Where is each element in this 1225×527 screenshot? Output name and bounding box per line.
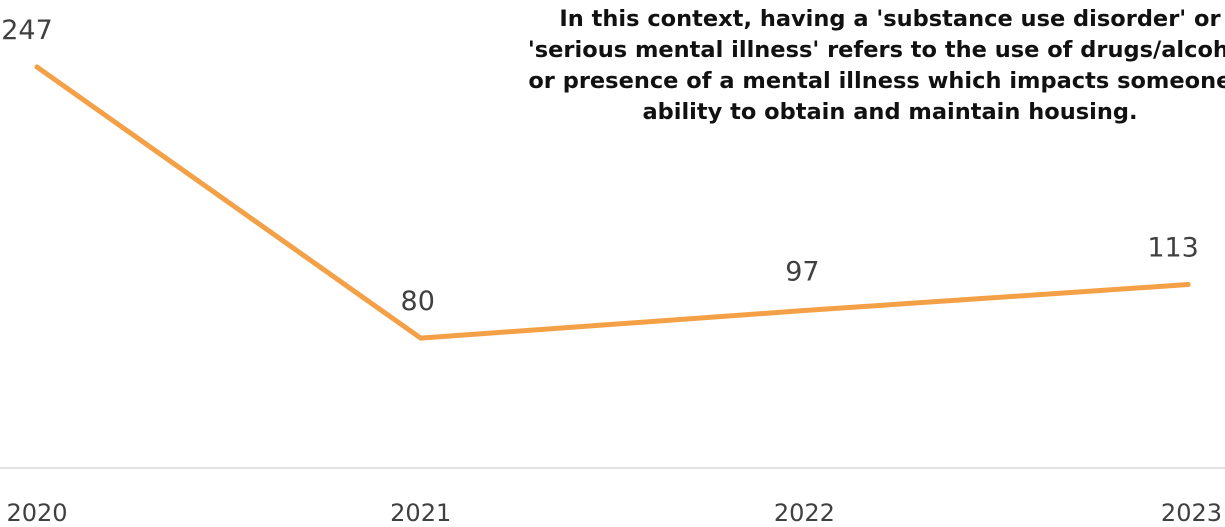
x-tick-label-2023: 2023 [1161, 499, 1222, 527]
data-labels: 247 80 97 113 [1, 15, 1199, 317]
x-tick-label-2022: 2022 [774, 499, 835, 527]
series-layer [34, 64, 1191, 341]
x-tick-label-2021: 2021 [390, 499, 451, 527]
data-label-2022: 97 [785, 257, 819, 288]
annotation-line-3: or presence of a mental illness which im… [528, 68, 1225, 94]
annotation-line-2: 'serious mental illness' refers to the u… [527, 37, 1225, 63]
x-axis-tick-labels: 2020 2021 2022 2023 [6, 499, 1222, 527]
series-line [34, 64, 1191, 341]
annotation-text: In this context, having a 'substance use… [500, 4, 1225, 128]
data-point-2023 [1185, 282, 1191, 288]
data-label-2021: 80 [401, 286, 435, 317]
data-point-2020 [34, 64, 40, 70]
x-tick-label-2020: 2020 [6, 499, 67, 527]
data-label-2020: 247 [1, 15, 53, 46]
data-point-2021 [418, 335, 424, 341]
annotation-line-1: In this context, having a 'substance use… [559, 6, 1221, 32]
annotation-line-4: ability to obtain and maintain housing. [642, 99, 1138, 125]
data-label-2023: 113 [1147, 233, 1199, 264]
data-point-2022 [801, 308, 807, 314]
